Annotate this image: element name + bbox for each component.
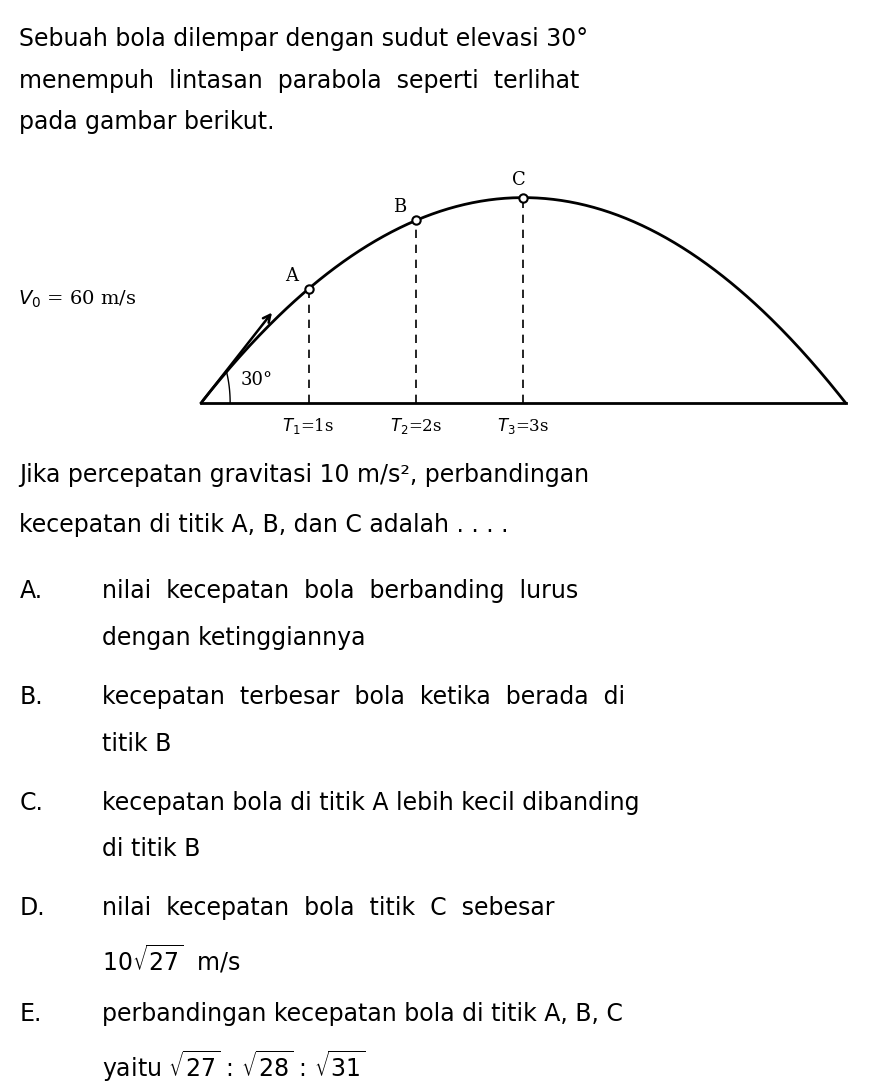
Text: B: B [393, 198, 406, 217]
Text: 30°: 30° [241, 371, 273, 390]
Text: kecepatan  terbesar  bola  ketika  berada  di: kecepatan terbesar bola ketika berada di [102, 685, 625, 709]
Text: dengan ketinggiannya: dengan ketinggiannya [102, 626, 366, 650]
Text: $T_3$=3s: $T_3$=3s [497, 416, 550, 437]
Text: B.: B. [19, 685, 43, 709]
Text: kecepatan bola di titik A lebih kecil dibanding: kecepatan bola di titik A lebih kecil di… [102, 791, 639, 815]
Text: E.: E. [19, 1002, 42, 1026]
Text: pada gambar berikut.: pada gambar berikut. [19, 110, 275, 134]
Text: A: A [285, 267, 298, 284]
Text: menempuh  lintasan  parabola  seperti  terlihat: menempuh lintasan parabola seperti terli… [19, 69, 580, 93]
Text: $10\sqrt{27}$  m/s: $10\sqrt{27}$ m/s [102, 943, 241, 976]
Text: perbandingan kecepatan bola di titik A, B, C: perbandingan kecepatan bola di titik A, … [102, 1002, 623, 1026]
Text: Sebuah bola dilempar dengan sudut elevasi 30°: Sebuah bola dilempar dengan sudut elevas… [19, 27, 589, 51]
Text: A.: A. [19, 579, 42, 603]
Text: C.: C. [19, 791, 43, 815]
Text: $T_2$=2s: $T_2$=2s [390, 416, 442, 437]
Text: $T_1$=1s: $T_1$=1s [282, 416, 335, 437]
Text: nilai  kecepatan  bola  titik  C  sebesar: nilai kecepatan bola titik C sebesar [102, 896, 554, 920]
Text: yaitu $\sqrt{27}$ : $\sqrt{28}$ : $\sqrt{31}$: yaitu $\sqrt{27}$ : $\sqrt{28}$ : $\sqrt… [102, 1049, 366, 1085]
Text: C: C [512, 171, 526, 189]
Text: di titik B: di titik B [102, 837, 200, 861]
Text: nilai  kecepatan  bola  berbanding  lurus: nilai kecepatan bola berbanding lurus [102, 579, 578, 603]
Text: titik B: titik B [102, 732, 171, 756]
Text: kecepatan di titik A, B, dan C adalah . . . .: kecepatan di titik A, B, dan C adalah . … [19, 513, 509, 537]
Text: $V_0$ = 60 m/s: $V_0$ = 60 m/s [18, 289, 136, 310]
Text: Jika percepatan gravitasi 10 m/s², perbandingan: Jika percepatan gravitasi 10 m/s², perba… [19, 463, 589, 487]
Text: D.: D. [19, 896, 45, 920]
